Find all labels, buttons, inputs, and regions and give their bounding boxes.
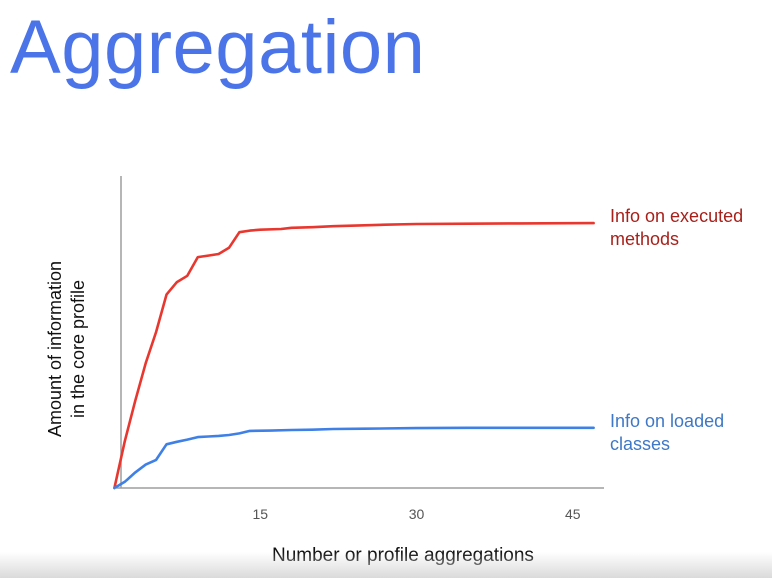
- legend-executed-methods: Info on executed methods: [610, 205, 770, 251]
- video-footer-shade: [0, 552, 772, 578]
- x-tick-label-15: 15: [252, 506, 268, 522]
- legend-executed-line-2: methods: [610, 229, 680, 249]
- legend-loaded-classes: Info on loaded classes: [610, 410, 770, 456]
- y-axis-label: Amount of information in the core profil…: [44, 229, 90, 469]
- series-line-loaded-classes: [113, 426, 595, 490]
- x-tick-label-45: 45: [565, 506, 581, 522]
- y-axis-label-line-1: Amount of information: [45, 260, 65, 438]
- y-axis-label-line-2: in the core profile: [68, 279, 88, 419]
- legend-loaded-line-1: Info on loaded: [610, 411, 725, 431]
- legend-executed-line-1: Info on executed: [610, 206, 744, 226]
- slide-title: Aggregation: [10, 5, 426, 90]
- series-line-executed-methods: [113, 221, 595, 490]
- x-tick-label-30: 30: [409, 506, 425, 522]
- legend-loaded-line-2: classes: [610, 434, 671, 454]
